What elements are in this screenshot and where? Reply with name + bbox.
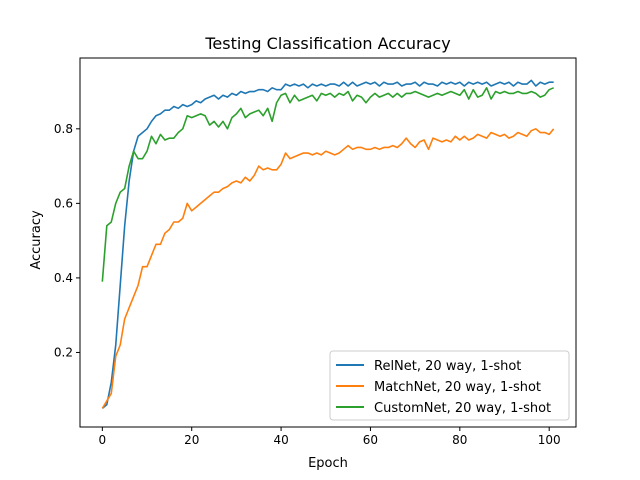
x-axis-label: Epoch xyxy=(308,456,348,471)
y-tick-label: 0.2 xyxy=(54,345,73,359)
chart-title: Testing Classification Accuracy xyxy=(204,34,450,53)
legend: RelNet, 20 way, 1-shot MatchNet, 20 way, … xyxy=(329,350,570,421)
x-tick-label: 0 xyxy=(99,433,107,447)
y-tick-label: 0.8 xyxy=(54,122,73,136)
series-line-0 xyxy=(101,79,554,409)
x-tick-label: 80 xyxy=(452,433,467,447)
series-lines xyxy=(101,79,555,409)
legend-box xyxy=(329,350,570,421)
plot-frame xyxy=(79,57,577,428)
legend-label-1: MatchNet, 20 way, 1-shot xyxy=(374,380,541,395)
axis-ticks: 0 20 40 60 80 100 0.2 0.4 0.6 0.8 xyxy=(54,122,561,447)
x-tick-label: 60 xyxy=(363,433,378,447)
y-tick-label: 0.4 xyxy=(54,271,73,285)
series-line-2 xyxy=(101,87,554,282)
y-tick-label: 0.6 xyxy=(54,196,73,210)
y-axis-label: Accuracy xyxy=(29,210,44,270)
legend-label-2: CustomNet, 20 way, 1-shot xyxy=(374,401,551,416)
x-tick-label: 20 xyxy=(184,433,199,447)
series-line-1 xyxy=(101,128,555,409)
x-tick-label: 40 xyxy=(273,433,288,447)
legend-label-0: RelNet, 20 way, 1-shot xyxy=(374,359,521,374)
x-tick-label: 100 xyxy=(538,433,561,447)
